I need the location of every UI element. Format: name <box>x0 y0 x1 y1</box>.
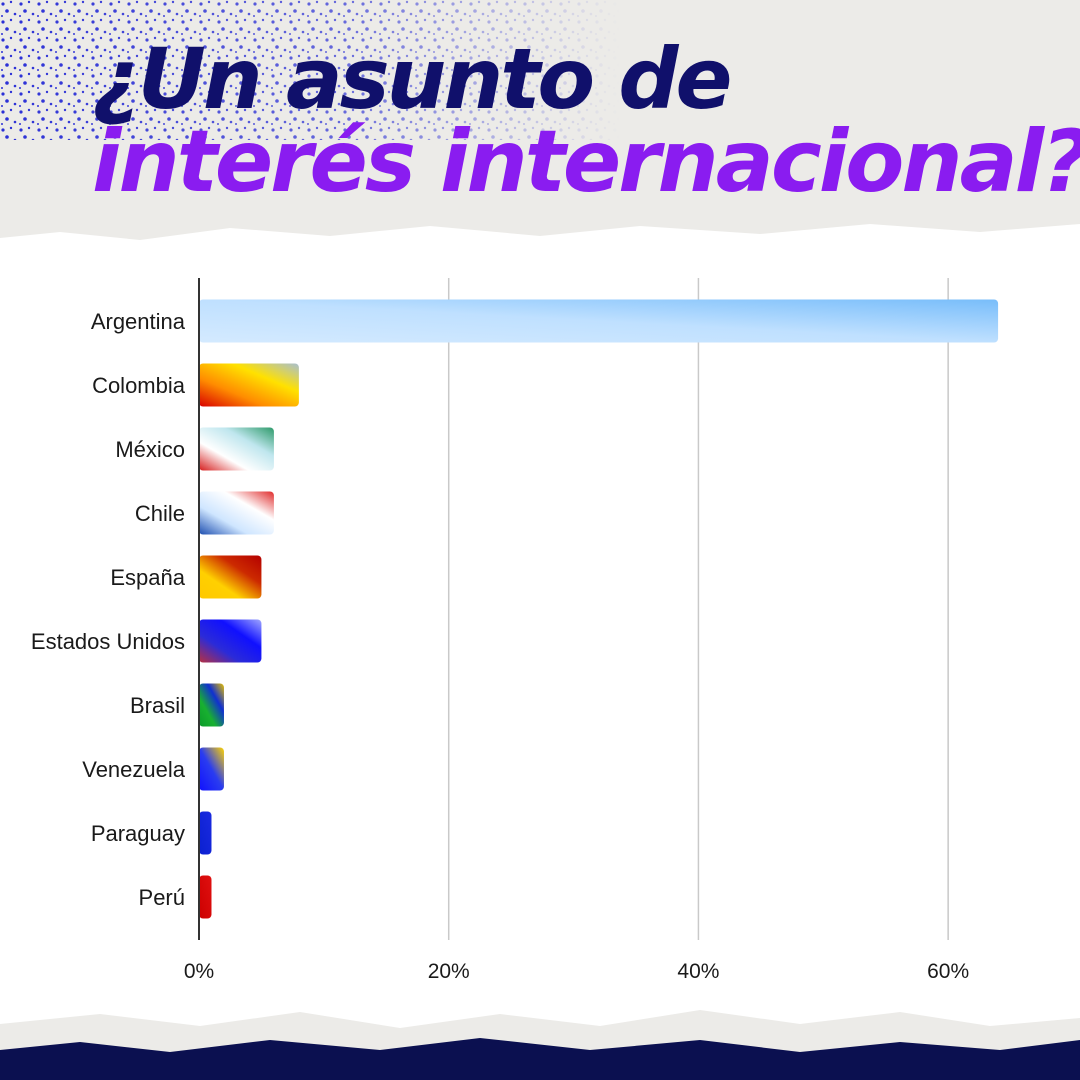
bar-perú <box>199 875 212 919</box>
bar-méxico <box>199 427 274 471</box>
bar-estados-unidos <box>199 619 262 663</box>
title-line-1: ¿Un asunto de <box>92 30 732 128</box>
title-block: ¿Un asunto de interés internacional? <box>0 0 1080 250</box>
category-label: Colombia <box>92 373 186 398</box>
bar-españa <box>199 555 262 599</box>
category-label: Venezuela <box>82 757 186 782</box>
category-label: Chile <box>135 501 185 526</box>
bar-venezuela <box>199 747 224 791</box>
bar-paraguay <box>199 811 212 855</box>
category-label: España <box>110 565 185 590</box>
category-label: Perú <box>139 885 185 910</box>
x-tick-label: 60% <box>927 960 969 983</box>
bar-argentina <box>199 299 999 343</box>
top-texture <box>0 0 620 140</box>
bar-chile <box>199 491 274 535</box>
category-label: Brasil <box>130 693 185 718</box>
category-label: Paraguay <box>91 821 185 846</box>
x-tick-label: 40% <box>677 960 719 983</box>
chart-panel <box>0 224 1080 1028</box>
x-tick-label: 20% <box>428 960 470 983</box>
category-label: Argentina <box>91 309 186 334</box>
bar-brasil <box>199 683 224 727</box>
category-label: México <box>115 437 185 462</box>
x-tick-label: 0% <box>184 960 214 983</box>
category-label: Estados Unidos <box>31 629 185 654</box>
title-line-2: interés internacional? <box>92 112 1080 212</box>
bottom-band <box>0 1038 1080 1080</box>
bar-colombia <box>199 363 299 407</box>
